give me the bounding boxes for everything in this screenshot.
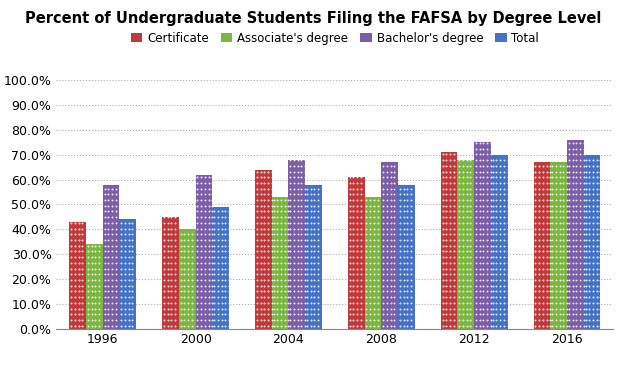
Bar (289, 160, 305, 328)
Legend: Certificate, Associate's degree, Bachelor's degree, Total: Certificate, Associate's degree, Bachelo… (131, 32, 539, 45)
Text: Percent of Undergraduate Students Filing the FAFSA by Degree Level: Percent of Undergraduate Students Filing… (25, 11, 601, 26)
Bar (179, 229, 195, 328)
Bar (162, 217, 179, 328)
Bar (533, 162, 550, 328)
Bar (212, 207, 229, 328)
Bar (474, 142, 491, 328)
Bar (441, 152, 458, 328)
Bar (86, 244, 103, 328)
Bar (195, 174, 212, 328)
Bar (550, 162, 567, 328)
Bar (103, 185, 120, 328)
Bar (398, 185, 415, 328)
Bar (567, 140, 584, 328)
Bar (381, 162, 398, 328)
Bar (69, 222, 86, 328)
Bar (348, 177, 364, 328)
Bar (584, 155, 600, 328)
Bar (491, 155, 508, 328)
Bar (272, 197, 289, 328)
Bar (364, 197, 381, 328)
Bar (458, 160, 474, 328)
Bar (305, 185, 322, 328)
Bar (255, 170, 272, 328)
Bar (120, 219, 136, 328)
